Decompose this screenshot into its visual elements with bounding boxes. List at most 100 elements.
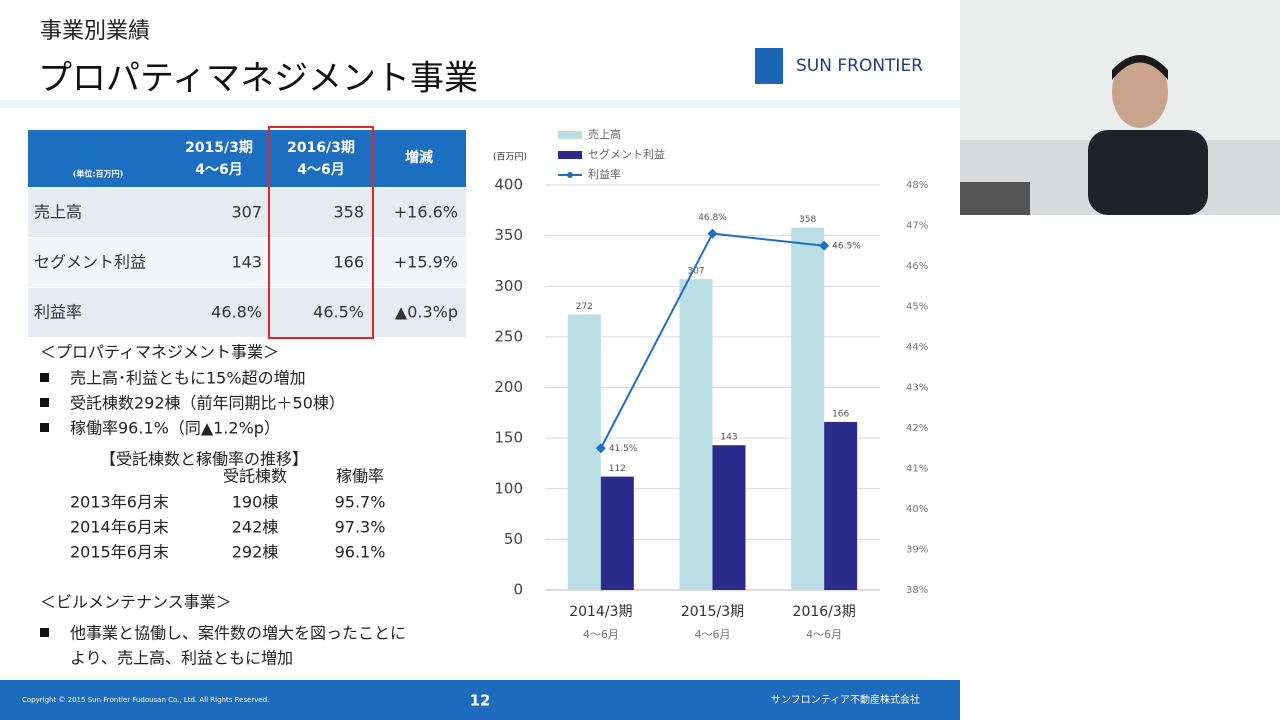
sub-header: 受託棟数	[223, 467, 287, 486]
x-tick-label: 2014/3期	[569, 604, 632, 620]
x-tick-sublabel: 4〜6月	[695, 628, 731, 641]
y2-tick-label: 40%	[906, 504, 928, 515]
sub-title: 【受託棟数と稼働率の推移】	[100, 450, 308, 469]
bar	[791, 227, 825, 590]
sub-cell: 97.3%	[335, 518, 386, 537]
table-header: 2016/3期	[287, 140, 355, 156]
video-person-hair	[1112, 55, 1168, 80]
sub-cell: 95.7%	[335, 493, 386, 512]
x-tick-label: 2016/3期	[793, 604, 856, 620]
sub-cell: 2013年6月末	[70, 493, 169, 512]
page-number: 12	[470, 692, 491, 710]
sub-header: 稼働率	[336, 467, 384, 486]
y-tick-label: 250	[494, 327, 523, 345]
y2-tick-label: 46%	[906, 261, 928, 272]
bar-label: 307	[687, 267, 704, 277]
company: サンフロンティア不動産株式会社	[771, 693, 920, 706]
video-person-body	[1088, 130, 1208, 215]
y-tick-label: 50	[504, 530, 523, 548]
y-tick-label: 400	[494, 176, 523, 194]
bar-label: 272	[576, 302, 593, 312]
table-cell: ▲0.3%p	[395, 303, 458, 322]
video-person-head	[1112, 56, 1168, 128]
bar-label: 112	[609, 464, 626, 474]
table-cell: 46.8%	[211, 303, 262, 322]
table-row-bg	[28, 288, 466, 337]
legend-swatch	[558, 131, 582, 139]
sub-cell: 2014年6月末	[70, 518, 169, 537]
pm-bullet: 受託棟数292棟（前年同期比＋50棟）	[70, 394, 345, 413]
table-header: 4〜6月	[195, 162, 242, 178]
table-header: 増減	[405, 149, 433, 166]
bullet	[40, 628, 49, 637]
table-header: 2015/3期	[185, 140, 253, 156]
legend-label: 利益率	[588, 167, 621, 181]
table-row-bg	[28, 238, 466, 287]
x-tick-sublabel: 4〜6月	[806, 628, 842, 641]
table-header: (単位:百万円)	[73, 169, 124, 179]
section: 事業別業績	[40, 19, 150, 44]
point	[707, 228, 718, 239]
highlight-box	[268, 126, 374, 339]
table-cell: 307	[231, 203, 262, 222]
bullet	[40, 423, 49, 432]
y2-tick-label: 38%	[906, 585, 928, 596]
y2-tick-label: 43%	[906, 383, 928, 394]
table-cell: 利益率	[34, 303, 82, 322]
y-axis-label: (百万円)	[493, 152, 527, 163]
y-tick-label: 300	[494, 277, 523, 295]
bar	[600, 476, 634, 590]
table-cell: 売上高	[34, 203, 82, 222]
table-header-bg	[28, 130, 466, 187]
y2-tick-label: 42%	[906, 423, 928, 434]
bm-heading: ＜ビルメンテナンス事業＞	[40, 593, 232, 612]
y2-tick-label: 39%	[906, 545, 928, 556]
bar-label: 143	[720, 433, 737, 443]
sub-cell: 242棟	[232, 518, 279, 537]
table-row-bg	[28, 188, 466, 237]
bullet	[40, 398, 49, 407]
table-cell: 358	[333, 203, 364, 222]
bar	[712, 445, 746, 590]
sub-cell: 2015年6月末	[70, 543, 169, 562]
line-label: 46.5%	[832, 241, 861, 251]
logo: SUN FRONTIER	[796, 56, 923, 76]
y2-tick-label: 47%	[906, 221, 928, 232]
bar	[824, 421, 858, 590]
logo-mark	[755, 48, 783, 84]
y-tick-label: 200	[494, 378, 523, 396]
table-cell: 166	[333, 253, 364, 272]
y2-tick-label: 45%	[906, 302, 928, 313]
footer-bar	[0, 680, 960, 720]
bar	[679, 279, 713, 590]
table-header: 4〜6月	[297, 162, 344, 178]
table-cell: 46.5%	[313, 303, 364, 322]
bar-label: 358	[799, 215, 816, 225]
bm-bullet: より、売上高、利益ともに増加	[70, 649, 293, 668]
title: プロパティマネジメント事業	[38, 59, 478, 99]
x-tick-label: 2015/3期	[681, 604, 744, 620]
pm-bullet: 売上高･利益ともに15%超の増加	[70, 369, 306, 388]
pm-heading: ＜プロパティマネジメント事業＞	[40, 343, 279, 362]
sub-cell: 96.1%	[335, 543, 386, 562]
line-label: 46.8%	[698, 213, 727, 223]
bar-label: 166	[832, 409, 849, 419]
line-label: 41.5%	[609, 444, 638, 454]
sub-cell: 190棟	[232, 493, 279, 512]
y-tick-label: 150	[494, 429, 523, 447]
legend-label: 売上高	[588, 127, 621, 141]
legend-label: セグメント利益	[588, 147, 665, 161]
sub-cell: 292棟	[232, 543, 279, 562]
legend-swatch	[567, 172, 573, 178]
x-tick-sublabel: 4〜6月	[583, 628, 619, 641]
header-band	[0, 100, 960, 108]
bar	[567, 314, 601, 590]
y-tick-label: 350	[494, 226, 523, 244]
bullet	[40, 373, 49, 382]
y-tick-label: 100	[494, 479, 523, 497]
video-monitor	[960, 182, 1030, 215]
table-cell: +16.6%	[394, 203, 458, 222]
table-cell: 143	[231, 253, 262, 272]
